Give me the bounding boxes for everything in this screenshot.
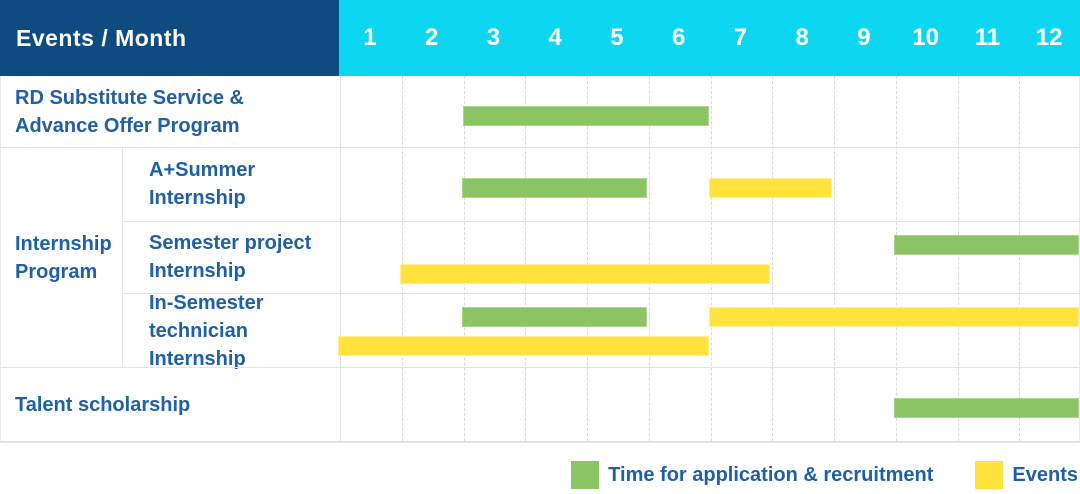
month-header-cell: 11 bbox=[974, 24, 1001, 51]
month-header-cell: 6 bbox=[671, 24, 686, 51]
legend-swatch-events bbox=[975, 461, 1004, 489]
gantt-row-track bbox=[338, 148, 1079, 221]
gantt-row-track bbox=[339, 368, 1079, 441]
gantt-row-track bbox=[339, 76, 1079, 147]
application-bar bbox=[461, 307, 647, 327]
row-label: A+Summer Internship bbox=[149, 159, 256, 210]
month-header-cell: 9 bbox=[857, 24, 871, 51]
events-bar bbox=[708, 307, 1079, 327]
table-row: Talent scholarship bbox=[1, 367, 1079, 441]
application-bar bbox=[893, 234, 1079, 255]
month-header-cell: 5 bbox=[610, 24, 624, 51]
events-bar bbox=[338, 336, 709, 356]
month-header-row: 1 2 3 4 5 6 7 8 9 10 11 12 bbox=[339, 0, 1080, 76]
group-label-internship-program: Internship Program bbox=[1, 148, 123, 367]
gantt-row-track bbox=[338, 222, 1079, 294]
events-month-title: Events / Month bbox=[0, 0, 339, 76]
month-header-cell: 12 bbox=[1035, 24, 1063, 51]
row-label: In-Semester technician Internship bbox=[149, 291, 264, 370]
group-subrows: A+Summer Internship Semester project Inte… bbox=[123, 148, 1079, 370]
events-bar bbox=[399, 263, 771, 284]
month-header-cell: 3 bbox=[486, 24, 501, 51]
month-header-cell: 10 bbox=[912, 24, 939, 51]
row-label: RD Substitute Service & Advance Offer Pr… bbox=[15, 86, 244, 137]
month-header-cell: 7 bbox=[733, 24, 748, 51]
legend-label: Events bbox=[1012, 463, 1078, 486]
legend-label: Time for application & recruitment bbox=[608, 463, 934, 486]
legend-item-application: Time for application & recruitment bbox=[571, 461, 933, 489]
month-header-cell: 4 bbox=[548, 24, 562, 51]
legend: Time for application & recruitment Events bbox=[0, 461, 1078, 489]
table-row: In-Semester technician Internship bbox=[123, 291, 1079, 370]
application-bar bbox=[462, 106, 710, 126]
table-header: Events / Month 1 2 3 4 5 6 7 8 9 10 11 12 bbox=[0, 0, 1080, 76]
table-row: RD Substitute Service & Advance Offer Pr… bbox=[1, 76, 1079, 147]
row-label: Talent scholarship bbox=[15, 393, 191, 416]
gantt-body: RD Substitute Service & Advance Offer Pr… bbox=[0, 76, 1080, 443]
month-header-cell: 2 bbox=[424, 24, 439, 51]
legend-swatch-application bbox=[571, 461, 600, 489]
month-header-cell: 8 bbox=[795, 24, 809, 51]
table-row-group: Internship Program A+Summer Internship Sem… bbox=[1, 147, 1079, 370]
month-header-cell: 1 bbox=[363, 24, 377, 51]
application-bar bbox=[461, 178, 647, 198]
legend-item-events: Events bbox=[975, 461, 1078, 489]
gantt-row-track bbox=[338, 294, 1079, 367]
application-bar bbox=[894, 398, 1079, 418]
table-row: A+Summer Internship bbox=[123, 148, 1079, 221]
table-row: Semester project Internship bbox=[123, 220, 1079, 294]
events-bar bbox=[708, 178, 832, 198]
row-label: Semester project Internship bbox=[149, 232, 312, 283]
